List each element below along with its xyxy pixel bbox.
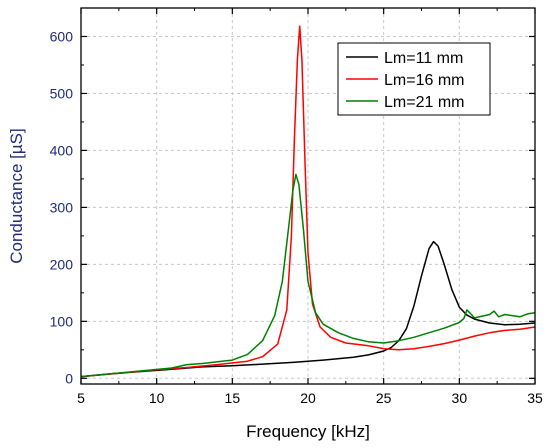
legend: Lm=11 mm Lm=16 mm Lm=21 mm	[337, 42, 491, 116]
x-tick-label: 15	[225, 390, 241, 406]
legend-label-1: Lm=11 mm	[384, 50, 463, 67]
series-line-1	[80, 240, 536, 378]
tick-labels: 5 10 15 20 25 30 35 0 100 200 300 400 500 600	[50, 28, 543, 406]
x-tick-label: 30	[452, 390, 468, 406]
x-tick-label: 20	[300, 390, 316, 406]
series-line-2	[80, 25, 536, 378]
y-axis-title: Conductance [µS]	[7, 128, 26, 264]
y-tick-label: 200	[50, 256, 74, 272]
x-tick-label: 5	[77, 390, 85, 406]
y-tick-label: 0	[65, 370, 73, 386]
legend-label-2: Lm=16 mm	[384, 72, 464, 89]
series-lines	[80, 25, 536, 378]
axis-ticks	[80, 8, 536, 384]
legend-label-3: Lm=21 mm	[384, 94, 464, 111]
x-axis-title: Frequency [kHz]	[246, 422, 370, 441]
y-tick-label: 100	[50, 313, 74, 329]
x-tick-label: 25	[376, 390, 392, 406]
series-line-3	[80, 173, 536, 378]
x-tick-label: 35	[527, 390, 543, 406]
y-tick-label: 600	[50, 28, 74, 44]
y-tick-label: 500	[50, 85, 74, 101]
x-tick-label: 10	[149, 390, 165, 406]
y-tick-label: 300	[50, 199, 74, 215]
y-tick-label: 400	[50, 142, 74, 158]
